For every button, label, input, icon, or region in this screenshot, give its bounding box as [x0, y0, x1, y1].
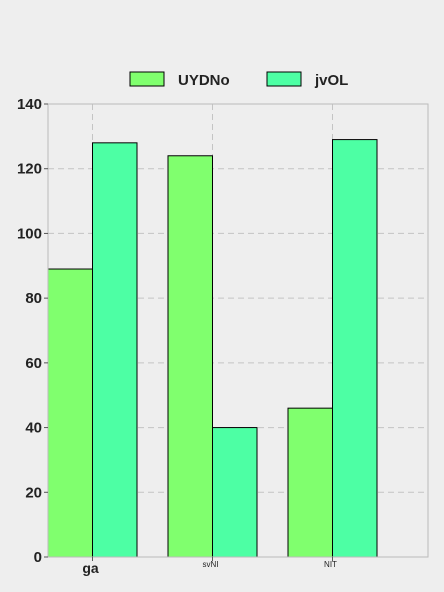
bar-jvOL-ga	[92, 142, 138, 558]
y-tick-label-6: 120	[17, 161, 42, 178]
x-tick-label-2: NIT	[324, 560, 337, 569]
legend-label-series-1: jvOL	[314, 72, 348, 89]
bar-jvOL-svNI	[212, 427, 258, 558]
legend-label-series-0: UYDNo	[178, 72, 230, 89]
x-tick-label-0: ga	[82, 560, 99, 576]
bar-UYDNo-NIT	[287, 407, 333, 558]
plot-frame	[47, 103, 429, 558]
y-axis: 0 20 40 60 80 100 120 140	[17, 96, 48, 566]
y-tick-label-2: 40	[25, 420, 42, 437]
bar-UYDNo-svNI	[167, 155, 213, 558]
bars	[47, 139, 378, 558]
y-tick-label-1: 20	[25, 484, 42, 501]
legend: UYDNo jvOL	[129, 71, 348, 89]
y-tick-label-7: 140	[17, 96, 42, 113]
y-tick-label-0: 0	[34, 549, 42, 566]
y-tick-label-4: 80	[25, 290, 42, 307]
y-tick-label-3: 60	[25, 355, 42, 372]
x-tick-label-1: svNI	[203, 560, 219, 569]
y-tick-label-5: 100	[17, 225, 42, 242]
legend-swatch-series-1	[266, 71, 302, 87]
bar-jvOL-NIT	[332, 139, 378, 558]
x-axis: ga svNI NIT	[82, 557, 337, 576]
bar-UYDNo-ga	[47, 268, 93, 558]
legend-swatch-series-0	[129, 71, 165, 87]
